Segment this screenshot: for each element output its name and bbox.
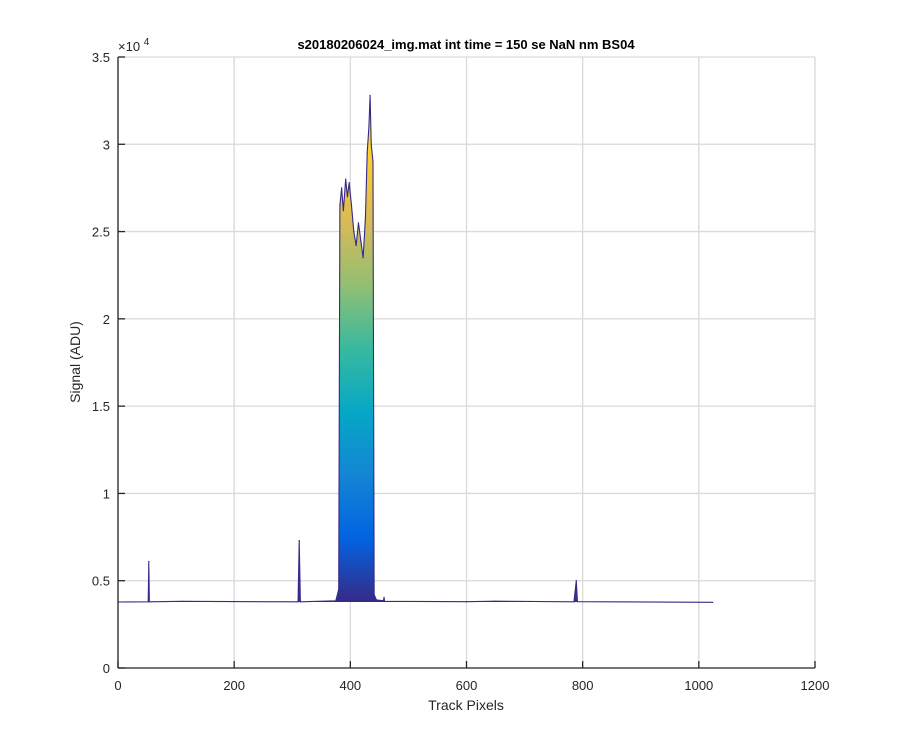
data-point [357,222,360,224]
data-point [573,601,575,603]
x-tick-label: 0 [114,678,121,693]
data-point [383,596,385,598]
data-point [373,594,375,596]
y-axis-label: Signal (ADU) [67,321,83,403]
data-point [362,257,364,259]
data-point [384,600,386,602]
y-exponent-label: ×10 4 [118,37,150,54]
data-point [712,601,714,603]
x-tick-label: 200 [223,678,245,693]
data-point [575,580,577,582]
data-point [368,126,370,128]
data-point [370,143,372,145]
y-exponent-power: 4 [144,37,150,48]
data-point [181,600,183,602]
data-point [335,600,337,602]
data-point [341,187,343,189]
data-point [369,94,371,97]
series-layer [117,94,714,603]
data-point [355,244,357,247]
data-point [147,601,149,603]
axis-ticks: 0 200 400 600 800 1000 1200 0 0.5 1 1.5 2 2.5 3 3.5 [92,50,830,693]
x-tick-label: 1000 [684,678,713,693]
y-tick-label: 3 [103,137,110,152]
data-point [345,178,347,180]
data-point [148,560,150,563]
data-point [353,230,355,233]
data-point [465,601,468,603]
data-point [382,600,385,602]
data-point [494,600,497,602]
y-tick-label: 1 [103,486,110,501]
data-point [360,239,362,241]
x-axis-label: Track Pixels [428,697,504,713]
y-tick-label: 2 [103,312,110,327]
data-point [338,588,340,591]
data-point [299,601,301,603]
y-tick-label: 0.5 [92,574,110,589]
data-point [576,601,579,603]
y-exponent-base: ×10 [118,39,140,54]
data-point [372,161,374,163]
data-point [339,204,341,206]
data-point [375,599,378,601]
x-tick-label: 800 [572,678,594,693]
x-tick-label: 600 [456,678,478,693]
data-point [342,210,344,212]
y-tick-label: 0 [103,661,110,676]
data-point [148,601,150,603]
data-point [366,152,368,154]
chart-title: s20180206024_img.mat int time = 150 se N… [297,37,635,52]
x-tick-label: 1200 [801,678,830,693]
data-point [348,182,350,184]
y-tick-label: 1.5 [92,399,110,414]
x-tick-label: 400 [339,678,361,693]
data-point [297,601,299,603]
y-tick-label: 3.5 [92,50,110,65]
data-point [364,217,367,219]
data-point [346,196,349,198]
data-point [350,204,353,206]
data-point [298,539,300,542]
y-tick-label: 2.5 [92,225,110,240]
